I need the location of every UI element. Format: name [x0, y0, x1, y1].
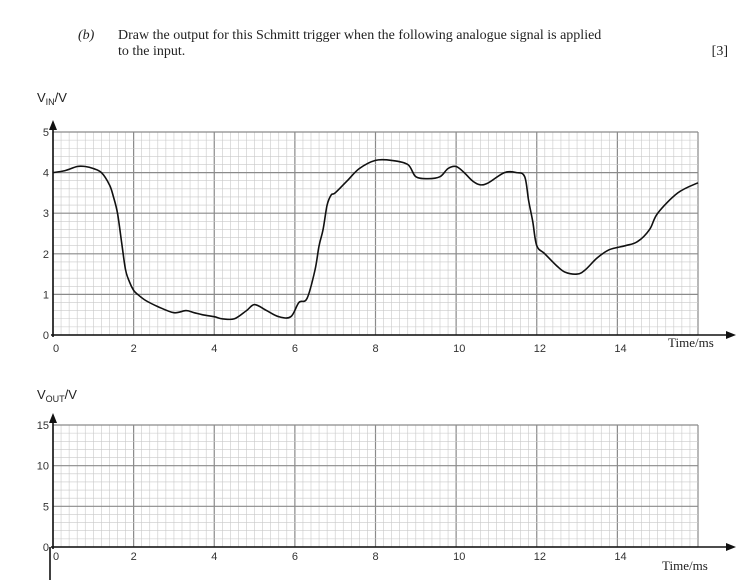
vin-x-tick-label: 6 [292, 343, 298, 355]
vout-x-tick-label: 2 [131, 551, 137, 563]
vin-x-tick-label: 8 [373, 343, 379, 355]
vin-y-tick-label: 4 [43, 168, 49, 180]
vout-x-tick-label: 4 [211, 551, 217, 563]
vin-axes [49, 120, 736, 339]
vin-x-tick-label: 12 [534, 343, 546, 355]
vout-grid[interactable] [52, 424, 699, 548]
question-text-line1: Draw the output for this Schmitt trigger… [118, 28, 602, 43]
vin-xlabel: Time/ms [668, 335, 714, 350]
vin-y-tick-label: 0 [43, 330, 49, 342]
vout-x-tick-label: 0 [53, 551, 59, 563]
vin-x-tick-label: 2 [131, 343, 137, 355]
vin-signal-line [52, 158, 699, 321]
vin-y-tick-label: 5 [43, 127, 49, 139]
vin-x-tick-label: 10 [453, 343, 465, 355]
vout-x-tick-label: 6 [292, 551, 298, 563]
vout-y-tick-label: 5 [43, 501, 49, 513]
vin-y-tick-label: 3 [43, 208, 49, 220]
vin-y-arrow [49, 120, 57, 130]
vin-x-tick-label: 0 [53, 343, 59, 355]
vin-grid [52, 131, 699, 336]
vout-ylabel: VOUT/V [37, 387, 77, 404]
vin-y-tick-label: 2 [43, 249, 49, 261]
vin-x-tick-label: 4 [211, 343, 217, 355]
vin-ylabel: VIN/V [37, 90, 67, 107]
vout-axes [49, 413, 736, 580]
vin-x-arrow [726, 331, 736, 339]
question-number: (b) [78, 28, 95, 43]
vin-x-tick-label: 14 [614, 343, 626, 355]
vout-x-arrow [726, 543, 736, 551]
vout-x-tick-label: 8 [373, 551, 379, 563]
vout-x-tick-label: 12 [534, 551, 546, 563]
vout-y-arrow [49, 413, 57, 423]
vin-y-tick-label: 1 [43, 289, 49, 301]
vout-x-tick-label: 10 [453, 551, 465, 563]
vout-tick-labels: 0 2 4 6 8 10 12 14 0 5 10 15 [37, 420, 627, 563]
vout-chart: VOUT/V 0 2 4 6 8 10 12 14 0 5 10 15 Time/ms [37, 387, 736, 580]
vout-y-tick-label: 0 [43, 542, 49, 554]
question-marks: [3] [711, 44, 728, 59]
question-text-line2: to the input. [118, 44, 186, 59]
vout-xlabel: Time/ms [662, 558, 708, 573]
vout-y-tick-label: 10 [37, 461, 49, 473]
vout-y-tick-label: 15 [37, 420, 49, 432]
vout-x-tick-label: 14 [614, 551, 626, 563]
